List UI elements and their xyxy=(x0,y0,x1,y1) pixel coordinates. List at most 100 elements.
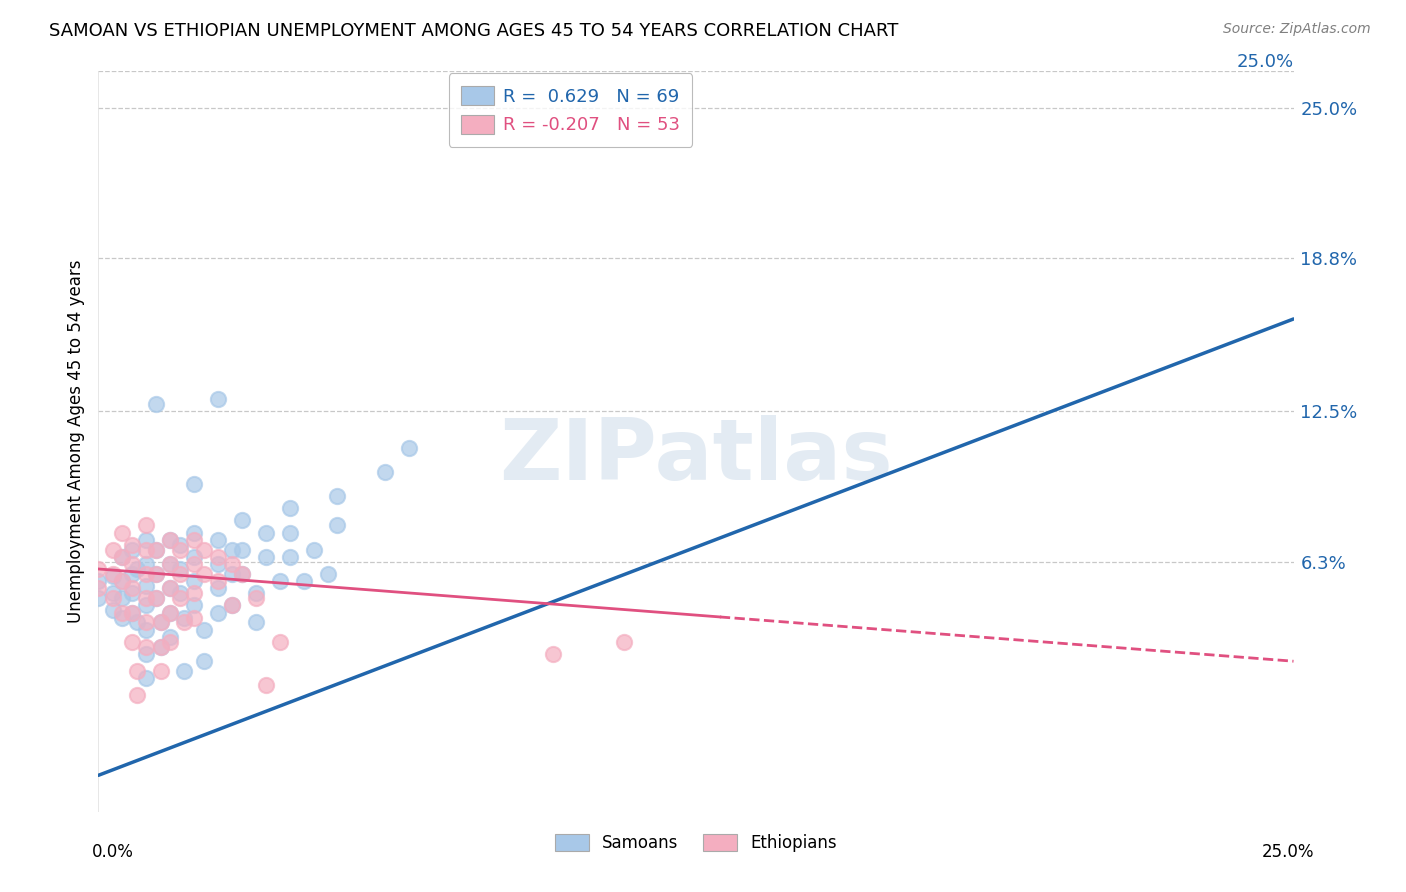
Point xyxy=(149,615,172,630)
Point xyxy=(254,678,277,692)
Point xyxy=(326,518,349,533)
Point xyxy=(159,630,181,644)
Point xyxy=(159,557,181,571)
Point xyxy=(207,533,229,547)
Point xyxy=(245,615,267,630)
Point xyxy=(145,566,167,581)
Point xyxy=(183,549,205,564)
Point xyxy=(183,586,205,600)
Point xyxy=(135,599,157,613)
Point xyxy=(135,647,157,661)
Point xyxy=(292,574,315,588)
Point xyxy=(183,477,205,491)
Point xyxy=(87,574,110,588)
Point xyxy=(169,591,191,606)
Point xyxy=(135,640,157,654)
Legend: Samoans, Ethiopians: Samoans, Ethiopians xyxy=(548,828,844,859)
Point xyxy=(159,582,181,596)
Text: Source: ZipAtlas.com: Source: ZipAtlas.com xyxy=(1223,22,1371,37)
Point xyxy=(231,542,253,557)
Point xyxy=(149,664,172,678)
Point xyxy=(149,640,172,654)
Point xyxy=(125,615,148,630)
Point xyxy=(101,542,124,557)
Point xyxy=(135,623,157,637)
Point xyxy=(207,582,229,596)
Point xyxy=(135,615,157,630)
Point xyxy=(145,397,167,411)
Point xyxy=(183,525,205,540)
Point xyxy=(135,557,157,571)
Point xyxy=(254,549,277,564)
Point xyxy=(135,579,157,593)
Point xyxy=(183,557,205,571)
Point xyxy=(111,606,134,620)
Point xyxy=(149,615,172,630)
Point xyxy=(101,569,124,583)
Point xyxy=(145,542,167,557)
Point xyxy=(169,586,191,600)
Point xyxy=(135,518,157,533)
Point xyxy=(87,562,110,576)
Point xyxy=(173,664,195,678)
Point xyxy=(121,557,143,571)
Point xyxy=(183,533,205,547)
Point xyxy=(374,465,396,479)
Point xyxy=(245,586,267,600)
Point xyxy=(269,635,291,649)
Point xyxy=(541,647,564,661)
Point xyxy=(135,591,157,606)
Point xyxy=(173,615,195,630)
Point xyxy=(159,606,181,620)
Point xyxy=(193,566,215,581)
Point xyxy=(207,606,229,620)
Point xyxy=(121,606,143,620)
Point xyxy=(269,574,291,588)
Point xyxy=(159,533,181,547)
Point xyxy=(193,542,215,557)
Point xyxy=(111,549,134,564)
Point xyxy=(111,574,134,588)
Point xyxy=(231,566,253,581)
Point xyxy=(121,635,143,649)
Point xyxy=(207,574,229,588)
Text: SAMOAN VS ETHIOPIAN UNEMPLOYMENT AMONG AGES 45 TO 54 YEARS CORRELATION CHART: SAMOAN VS ETHIOPIAN UNEMPLOYMENT AMONG A… xyxy=(49,22,898,40)
Point xyxy=(254,525,277,540)
Point xyxy=(101,586,124,600)
Point xyxy=(326,489,349,503)
Point xyxy=(121,566,143,581)
Point xyxy=(121,606,143,620)
Point xyxy=(101,591,124,606)
Point xyxy=(159,606,181,620)
Point xyxy=(111,574,134,588)
Point xyxy=(135,533,157,547)
Point xyxy=(231,513,253,527)
Point xyxy=(145,591,167,606)
Point xyxy=(183,599,205,613)
Point xyxy=(221,557,243,571)
Text: 0.0%: 0.0% xyxy=(91,843,134,861)
Point xyxy=(183,610,205,624)
Point xyxy=(398,441,420,455)
Point xyxy=(302,542,325,557)
Point xyxy=(245,591,267,606)
Point xyxy=(221,566,243,581)
Point xyxy=(221,542,243,557)
Y-axis label: Unemployment Among Ages 45 to 54 years: Unemployment Among Ages 45 to 54 years xyxy=(66,260,84,624)
Point xyxy=(121,542,143,557)
Point xyxy=(125,562,148,576)
Point xyxy=(145,566,167,581)
Point xyxy=(159,557,181,571)
Point xyxy=(135,566,157,581)
Text: ZIPatlas: ZIPatlas xyxy=(499,415,893,498)
Point xyxy=(111,549,134,564)
Point xyxy=(121,586,143,600)
Point xyxy=(125,688,148,702)
Text: 25.0%: 25.0% xyxy=(1263,843,1315,861)
Point xyxy=(101,603,124,617)
Point xyxy=(149,640,172,654)
Point xyxy=(278,549,301,564)
Point xyxy=(169,566,191,581)
Point xyxy=(145,591,167,606)
Point xyxy=(111,591,134,606)
